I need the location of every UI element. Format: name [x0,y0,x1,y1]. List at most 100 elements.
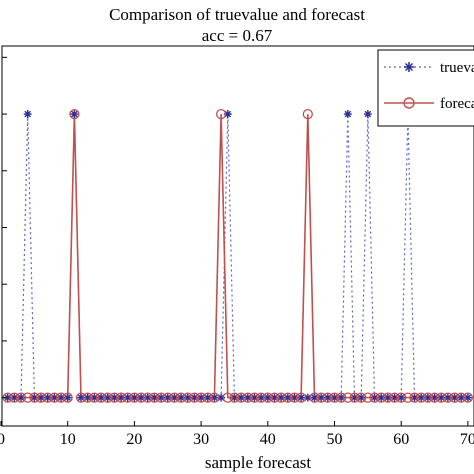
series-forecast-point [222,392,233,403]
series-truevalue-point [43,393,52,402]
series-truevalue-point [423,393,432,402]
series-forecast-point [195,392,207,403]
series-truevalue-point [450,393,459,402]
series-forecast-point [135,392,147,403]
series-truevalue-point [30,393,39,402]
x-axis: 0 10 20 30 40 50 60 70 [0,421,474,448]
series-forecast-point [349,392,360,403]
series-truevalue-point [397,393,406,402]
series-forecast-point [356,392,367,403]
series-truevalue-point [217,393,226,402]
series-truevalue-point [457,393,466,402]
series-forecast-point [436,392,447,403]
series-forecast-point [456,392,467,403]
legend-forecast-marker [403,97,415,109]
series-truevalue-point [230,393,239,402]
series-truevalue-point [190,393,199,402]
x-tick-label: 30 [193,431,209,448]
legend-truevalue-label: truevalue [440,60,474,76]
series-truevalue-point [177,393,186,402]
series-forecast-point [49,392,60,403]
series-truevalue-point [263,393,272,402]
series-forecast-point [129,392,140,403]
series-truevalue-point [23,110,32,119]
series-truevalue-point [110,393,119,402]
series-truevalue-point [283,393,292,402]
series-forecast-point [322,392,333,403]
series-truevalue-point [83,393,92,402]
series-forecast-point [9,392,20,403]
series-forecast-point [62,392,73,403]
series-forecast-point [282,392,293,403]
series-truevalue-point [437,393,446,402]
series-forecast-point [109,392,120,403]
series-truevalue-point [17,393,26,402]
series-forecast-point [376,392,387,403]
series-forecast-point [309,392,320,403]
series-truevalue-point [37,393,46,402]
series-truevalue-point [290,393,299,402]
series-forecast-point [316,392,327,403]
series-truevalue-point [463,393,472,402]
series-truevalue-point [3,393,12,402]
series-forecast-point [202,392,213,403]
series-truevalue-point [150,393,159,402]
series-truevalue-point [323,393,332,402]
series-truevalue-point [430,393,439,402]
x-tick-label: 60 [393,431,409,448]
series-forecast-point [342,392,353,403]
series-truevalue-point [390,393,399,402]
x-tick-label: 0 [0,431,5,448]
series-forecast-point [302,108,313,120]
series-forecast-point [449,392,460,403]
series-forecast-point [122,392,133,403]
legend: truevalue forecast [377,49,474,127]
series-truevalue-point [223,110,232,119]
series-forecast-point [215,108,227,120]
series-truevalue-point [90,393,99,402]
series-truevalue-point [183,393,192,402]
series-truevalue-point [277,393,286,402]
series-forecast-point [229,392,240,403]
series-forecast-point [89,392,100,403]
series-truevalue-point [143,393,152,402]
series-forecast-point [115,392,127,403]
series-truevalue-point [330,393,339,402]
legend-forecast-label: forecast [440,96,474,112]
series-forecast-point [82,392,93,403]
series-forecast-point [209,392,220,403]
series-truevalue-point [370,393,379,402]
x-axis-label: sample forecast [205,453,311,472]
series-forecast-point [175,392,187,403]
series-forecast-point [269,392,280,403]
series-truevalue-point [170,393,179,402]
chart-subtitle: acc = 0.67 [202,26,273,45]
series-truevalue-point [383,393,392,402]
series-truevalue-point [157,393,166,402]
series-forecast-point [169,392,180,403]
series-truevalue-point [410,393,419,402]
series-forecast-point [462,392,474,403]
series-forecast-point [289,392,300,403]
series-forecast-point [429,392,440,403]
series-forecast-point [235,392,247,403]
series-forecast-point [402,392,414,403]
series-forecast-point [15,392,27,403]
x-tick-label: 20 [126,431,142,448]
series-forecast-point [142,392,153,403]
series-forecast-point [295,392,307,403]
series-truevalue-point [237,393,246,402]
series-truevalue-point [417,393,426,402]
series-truevalue-point [117,393,126,402]
series-forecast-point [416,392,427,403]
series-forecast-point [55,392,67,403]
series-forecast-point [422,392,434,403]
series-forecast-point [22,392,33,403]
series-truevalue-point [130,393,139,402]
series-truevalue-point [63,393,72,402]
series-truevalue-point [443,393,452,402]
series-truevalue-point [57,393,66,402]
series-truevalue-point [310,393,319,402]
legend-truevalue-marker [404,62,414,72]
series-forecast-point [242,392,253,403]
